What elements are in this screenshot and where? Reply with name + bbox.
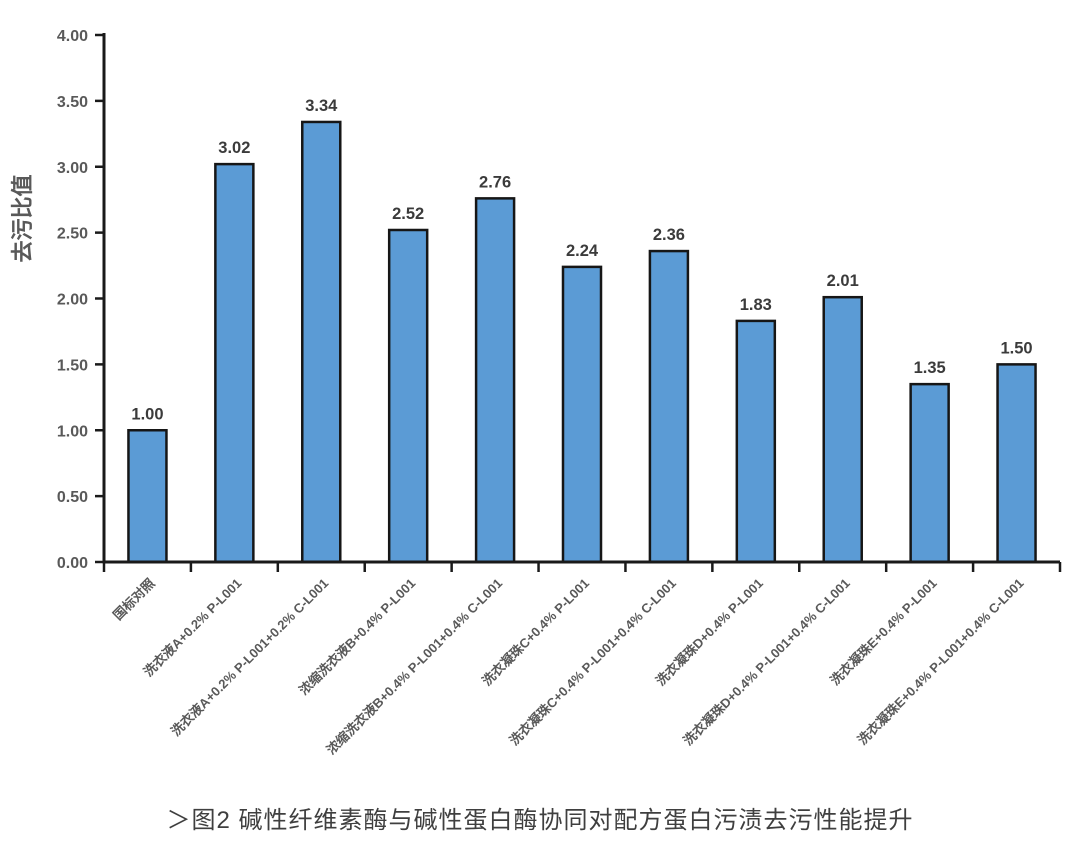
y-tick-label: 4.00	[57, 28, 88, 45]
x-tick-label: 洗衣液A+0.2% P-L001+0.2% C-L001	[168, 576, 331, 739]
y-tick-label: 1.50	[57, 357, 88, 374]
x-tick-label: 洗衣凝珠E+0.4% P-L001+0.4% C-L001	[855, 576, 1027, 748]
bar	[127, 429, 168, 564]
y-tick-label: 2.50	[57, 226, 88, 243]
bar	[996, 363, 1037, 564]
bar-value-label: 2.01	[827, 272, 859, 290]
bar-value-label: 2.76	[479, 173, 511, 191]
figure-caption: ＞图2 碱性纤维素酶与碱性蛋白酶协同对配方蛋白污渍去污性能提升	[166, 807, 914, 834]
bar-value-label: 1.00	[131, 405, 163, 423]
bar-value-label: 1.50	[1000, 339, 1032, 357]
bar-value-label: 3.34	[305, 97, 338, 115]
y-tick-label: 1.00	[57, 423, 88, 440]
x-tick-label: 国标对照	[110, 576, 157, 623]
y-tick-label: 3.00	[57, 160, 88, 177]
y-axis-title: 去污比值	[10, 174, 35, 262]
x-tick-label: 浓缩洗衣液B+0.4% P-L001+0.4% C-L001	[323, 576, 505, 758]
bar-chart: 0.00 0.50 1.00 1.50 2.00 2.50 3.00 3.50 4.00 1.00…	[10, 28, 1062, 758]
x-tick-label: 洗衣凝珠C+0.4% P-L001+0.4% C-L001	[506, 576, 679, 749]
bar	[474, 197, 516, 564]
x-tick-label: 洗衣液A+0.2% P-L001	[141, 576, 245, 680]
bar	[735, 319, 777, 564]
bar-value-label: 2.24	[566, 242, 599, 260]
bar	[214, 162, 255, 564]
bar	[909, 382, 950, 564]
bar-value-label: 1.35	[914, 359, 946, 377]
x-tick-label: 洗衣凝珠D+0.4% P-L001+0.4% C-L001	[680, 576, 853, 749]
y-tick-label: 0.00	[57, 555, 88, 572]
bar-value-label: 3.02	[218, 139, 250, 157]
bar-value-label: 1.83	[740, 296, 772, 314]
bar	[648, 249, 690, 564]
bar	[301, 120, 342, 564]
y-tick-label: 3.50	[57, 94, 88, 111]
y-tick-label: 0.50	[57, 489, 88, 506]
bar	[561, 265, 603, 564]
bar-value-label: 2.52	[392, 205, 424, 223]
y-tick-label: 2.00	[57, 292, 88, 309]
bar-value-label: 2.36	[653, 226, 685, 244]
bar	[822, 295, 863, 564]
bar	[387, 228, 429, 564]
